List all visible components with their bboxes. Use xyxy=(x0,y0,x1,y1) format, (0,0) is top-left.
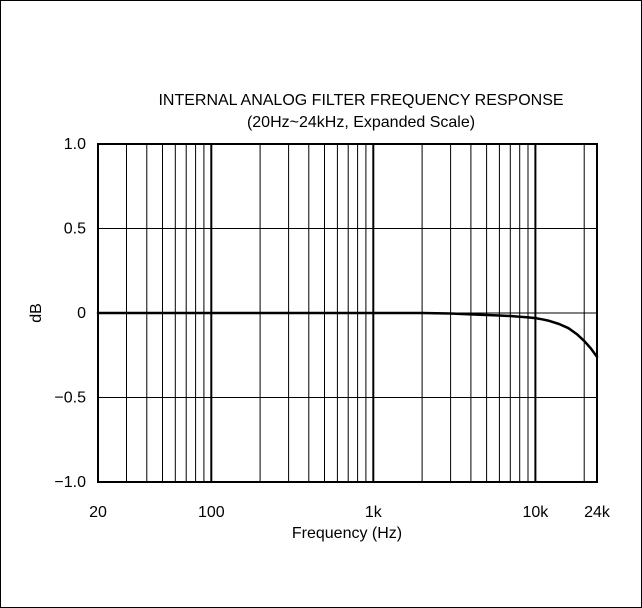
y-tick-label: −0.5 xyxy=(54,390,86,407)
series-layer xyxy=(98,313,597,357)
x-tick-label: 24k xyxy=(584,504,611,521)
chart-title: INTERNAL ANALOG FILTER FREQUENCY RESPONS… xyxy=(158,92,563,109)
chart-subtitle: (20Hz~24kHz, Expanded Scale) xyxy=(247,114,475,131)
y-tick-labels: 1.0 0.5 0 −0.5 −1.0 xyxy=(54,136,86,491)
response-line xyxy=(98,313,597,357)
y-tick-label: −1.0 xyxy=(54,474,86,491)
x-tick-label: 1k xyxy=(365,504,383,521)
x-tick-label: 100 xyxy=(198,504,225,521)
x-axis-label: Frequency (Hz) xyxy=(292,525,402,542)
y-tick-label: 0 xyxy=(77,305,86,322)
y-axis-label: dB xyxy=(28,303,45,323)
y-tick-label: 0.5 xyxy=(64,221,86,238)
x-tick-label: 20 xyxy=(89,504,107,521)
y-tick-label: 1.0 xyxy=(64,136,86,153)
x-tick-label: 10k xyxy=(523,504,550,521)
x-tick-labels: 20 100 1k 10k 24k xyxy=(89,504,611,521)
